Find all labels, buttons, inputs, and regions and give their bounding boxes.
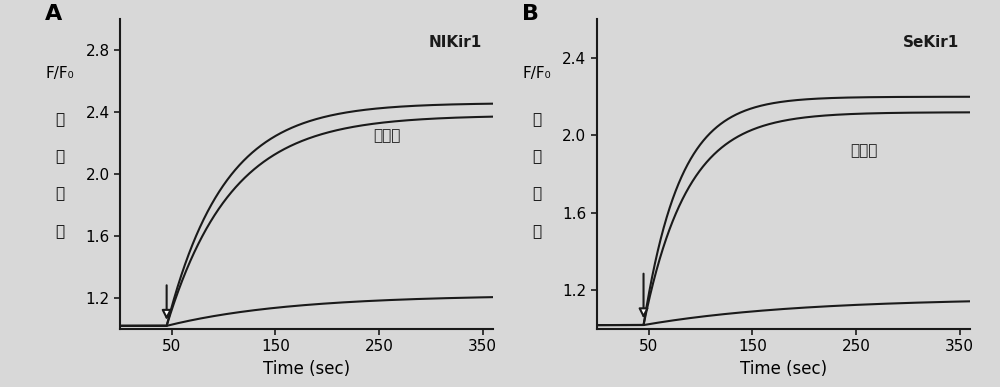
Text: 荧: 荧 bbox=[56, 112, 65, 127]
Text: SeKir1: SeKir1 bbox=[903, 35, 959, 50]
Text: 光: 光 bbox=[533, 149, 542, 164]
Text: B: B bbox=[522, 4, 539, 24]
Text: F/F₀: F/F₀ bbox=[46, 66, 75, 81]
Text: 値: 値 bbox=[533, 224, 542, 239]
Text: NIKir1: NIKir1 bbox=[429, 35, 482, 50]
Text: 比: 比 bbox=[533, 187, 542, 202]
Text: F/F₀: F/F₀ bbox=[523, 66, 552, 81]
Text: 吠蚂酮: 吠蚂酮 bbox=[851, 143, 878, 158]
Text: 比: 比 bbox=[56, 187, 65, 202]
X-axis label: Time (sec): Time (sec) bbox=[263, 360, 350, 378]
X-axis label: Time (sec): Time (sec) bbox=[740, 360, 827, 378]
Text: 値: 値 bbox=[56, 224, 65, 239]
Text: 吠蚂酮: 吠蚂酮 bbox=[374, 128, 401, 143]
Text: 光: 光 bbox=[56, 149, 65, 164]
Text: 荧: 荧 bbox=[533, 112, 542, 127]
Text: A: A bbox=[45, 4, 63, 24]
